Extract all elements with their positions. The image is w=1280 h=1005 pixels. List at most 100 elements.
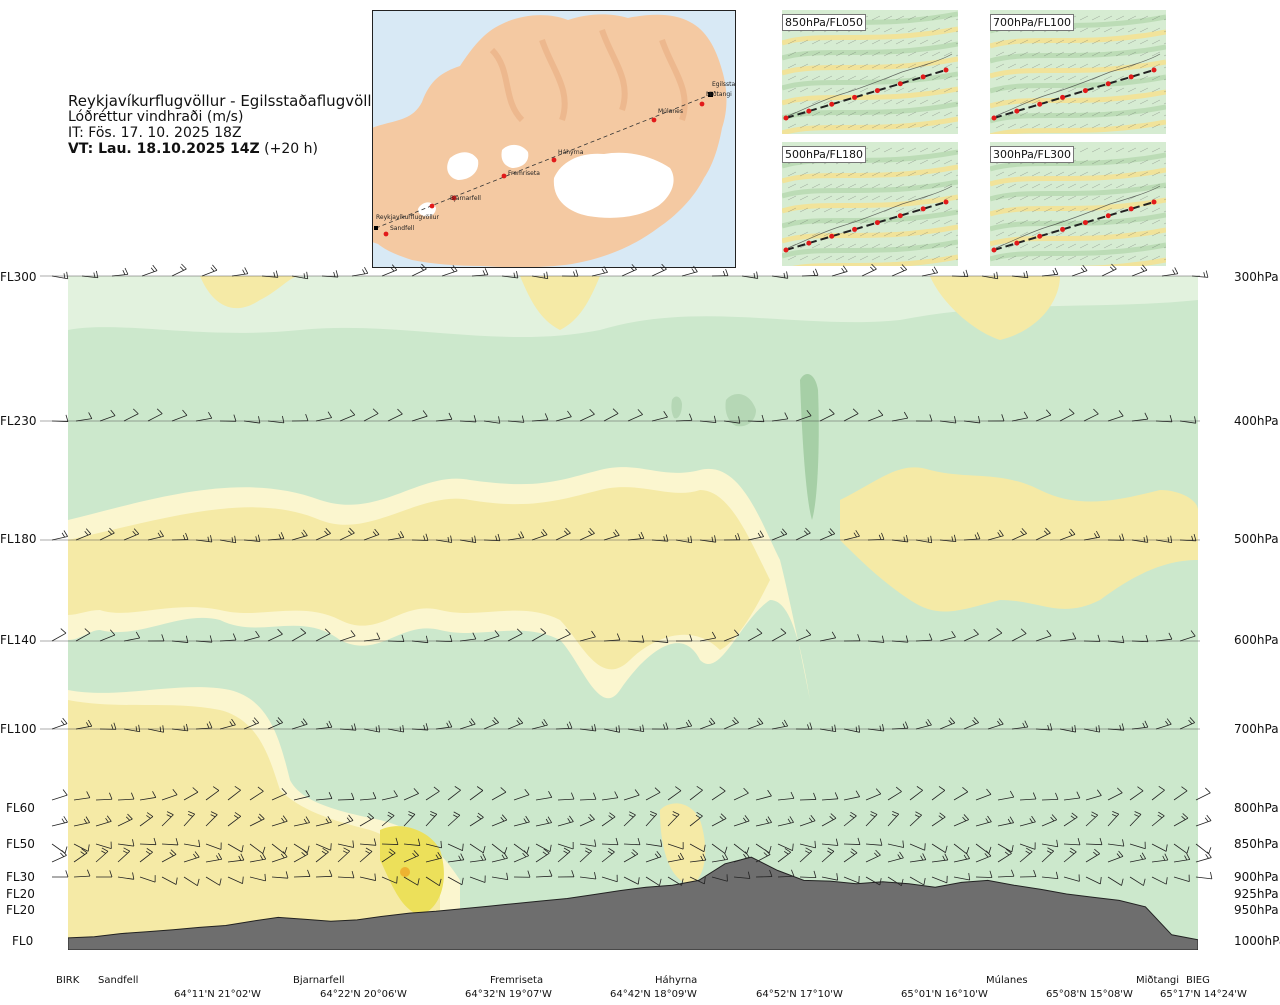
panel-barb	[823, 87, 833, 93]
panel-route-point	[1014, 108, 1020, 114]
wind-barb-feather	[425, 723, 429, 731]
panel-barb	[811, 183, 821, 189]
wind-barb	[435, 539, 452, 543]
wind-barb-feather	[855, 726, 858, 732]
panel-field-band	[990, 89, 1166, 109]
panel-barb	[919, 255, 929, 261]
coordinate-1: 64°11'N 21°02'W	[174, 989, 261, 1000]
wind-barb-feather	[549, 844, 552, 852]
panel-barb	[995, 231, 1005, 237]
wind-barb-feather	[498, 416, 501, 424]
wind-barb-feather	[80, 851, 85, 855]
panel-barb	[871, 231, 881, 237]
panel-barb	[1019, 243, 1029, 249]
wind-barb-feather	[985, 850, 992, 857]
wind-barb-feather	[1047, 724, 1050, 730]
panel-barb	[1079, 75, 1089, 81]
wind-barb-feather	[1098, 725, 1101, 733]
wind-barb-feather	[430, 811, 437, 815]
wind-barb-feather	[210, 535, 213, 543]
wind-barb-feather	[305, 816, 310, 823]
wind-barb-feather	[408, 814, 414, 817]
wind-barb-feather	[87, 844, 90, 852]
wind-barb-feather	[1070, 528, 1076, 535]
panel-barb	[1007, 111, 1017, 117]
wind-barb-feather	[212, 264, 218, 271]
wind-barb	[645, 813, 658, 827]
wind-barb	[1059, 413, 1075, 422]
panel-barb	[895, 183, 905, 189]
wind-barb-feather	[764, 849, 771, 855]
panel-barb	[943, 207, 953, 213]
wind-barb-feather	[362, 269, 366, 275]
wind-barb-feather	[591, 725, 594, 731]
wind-barb-feather	[301, 532, 305, 537]
wind-barb	[359, 876, 376, 881]
wind-barb-feather	[1144, 412, 1149, 420]
wind-barb-feather	[518, 533, 522, 539]
wind-barb-feather	[783, 272, 786, 278]
panel-barb	[907, 231, 917, 237]
wind-barb	[1059, 728, 1076, 733]
wind-barb-feather	[305, 414, 309, 421]
map-route-point	[451, 195, 457, 201]
wind-barb	[681, 271, 698, 277]
wind-barb	[261, 275, 278, 278]
wind-barb	[711, 818, 727, 827]
panel-barb	[811, 51, 821, 57]
wind-barb	[403, 793, 419, 801]
wind-barb-feather	[1166, 718, 1172, 725]
wind-barb	[73, 843, 89, 852]
panel-barb	[1151, 15, 1161, 21]
field-yellow-hahyrna	[660, 803, 706, 885]
level-label-950hpa: 950hPa	[1234, 903, 1279, 917]
wind-barb	[771, 418, 788, 422]
wind-barb-feather	[685, 721, 690, 727]
panel-barb	[955, 114, 958, 117]
wind-barb-feather	[412, 852, 417, 858]
wind-barb	[1107, 728, 1124, 731]
wind-barb	[801, 274, 819, 277]
wind-barb-feather	[185, 532, 189, 540]
wind-barb-feather	[146, 848, 153, 853]
wind-barb-feather	[746, 847, 750, 854]
wind-barb-feather	[60, 852, 65, 857]
panel-barb	[907, 27, 917, 33]
panel-barb	[883, 123, 893, 129]
wind-barb-feather	[61, 532, 66, 538]
wind-barb-feather	[500, 787, 507, 793]
map-label: Reykjavíkurflugvöllur	[376, 214, 439, 221]
panel-barb	[1031, 255, 1041, 261]
wind-barb	[557, 851, 571, 863]
wind-barb-feather	[920, 855, 924, 861]
panel-coastline	[995, 53, 1161, 117]
panel-300-label: 300hPa/FL300	[990, 146, 1075, 163]
wind-barb-feather	[325, 528, 331, 534]
wind-barb-feather	[540, 628, 547, 634]
map-border	[372, 10, 736, 268]
wind-barb-feather	[881, 635, 885, 643]
panel-barb	[955, 126, 958, 129]
wind-barb	[51, 854, 67, 863]
wind-barb-feather	[631, 851, 636, 856]
wind-barb	[171, 640, 188, 643]
wind-barb-feather	[753, 272, 756, 279]
wind-barb	[733, 856, 750, 863]
wind-barb-feather	[387, 811, 395, 816]
wind-barb	[351, 272, 368, 277]
wind-barb	[915, 639, 932, 642]
wind-barb-feather	[351, 725, 354, 731]
wind-barb	[711, 876, 728, 882]
panel-barb	[1163, 126, 1166, 129]
wind-barb-feather	[1046, 850, 1052, 854]
wind-barb-feather	[95, 270, 99, 278]
wind-barb	[987, 632, 1003, 642]
panel-barb	[1007, 195, 1017, 201]
wind-barb-feather	[229, 721, 233, 726]
panel-barb	[1091, 171, 1101, 177]
panel-barb	[799, 87, 809, 93]
wind-barb-feather	[933, 266, 939, 273]
wind-barb	[337, 876, 354, 879]
wind-barb-feather	[60, 628, 67, 634]
wind-barb	[161, 843, 178, 846]
